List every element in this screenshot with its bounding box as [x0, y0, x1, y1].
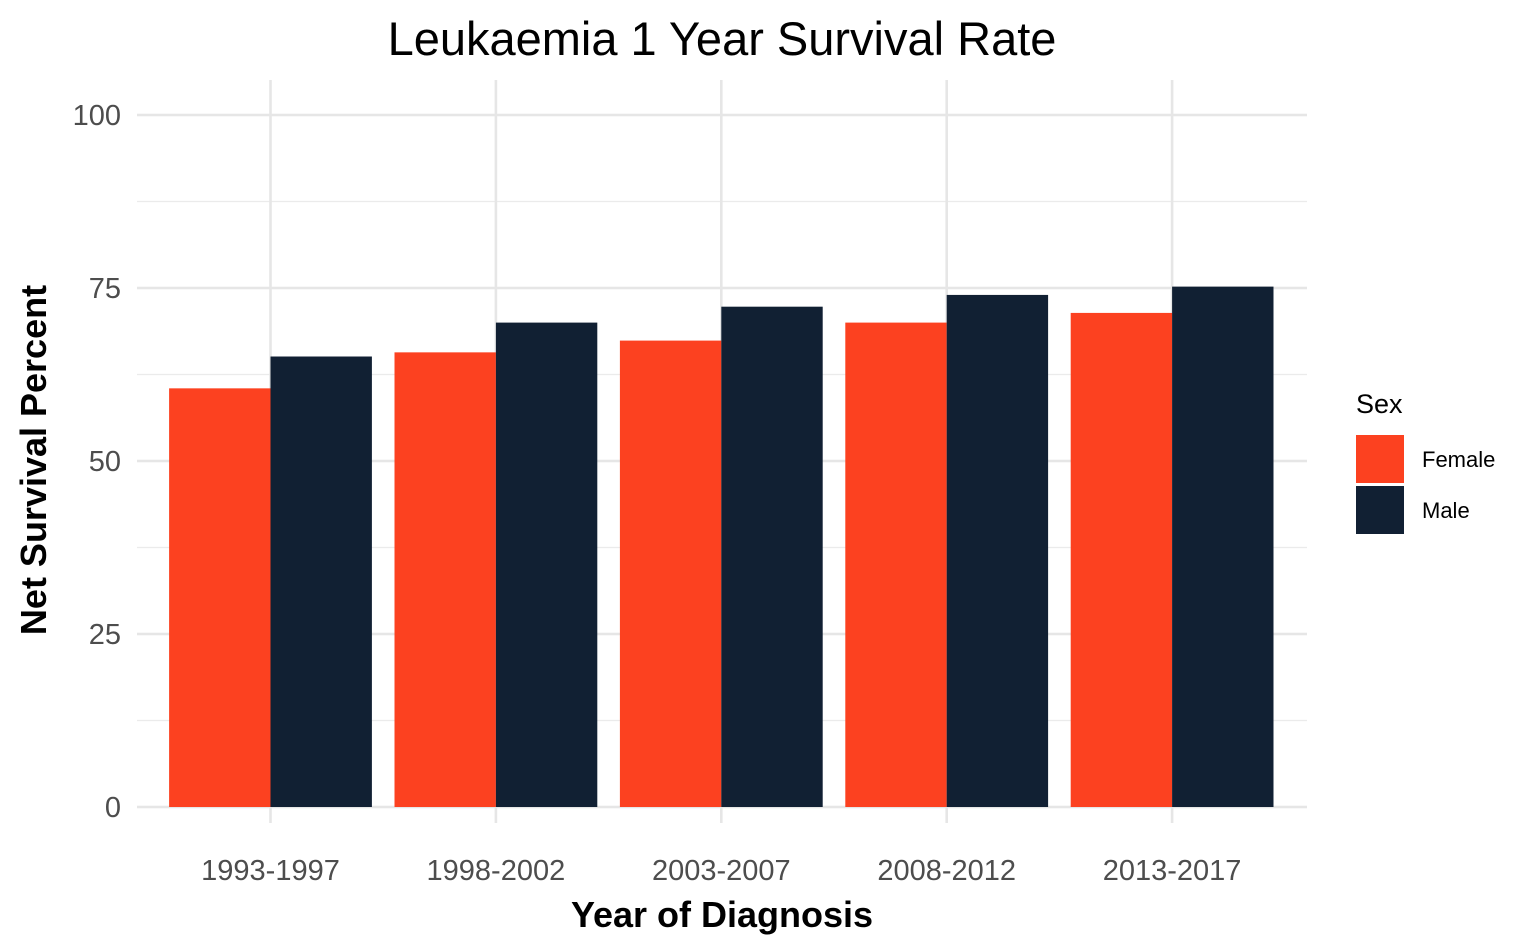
y-tick-label: 25 [89, 619, 121, 651]
x-tick-label: 2008-2012 [877, 855, 1016, 887]
x-tick-label: 2013-2017 [1103, 855, 1242, 887]
bar-male-2003-2007 [721, 306, 823, 807]
legend: Sex Female Male [1356, 389, 1495, 534]
bar-female-2008-2012 [845, 322, 947, 807]
y-tick-label: 0 [105, 792, 121, 824]
bar-female-2013-2017 [1070, 312, 1173, 807]
bar-male-2008-2012 [946, 294, 1049, 807]
y-axis-title: Net Survival Percent [13, 285, 54, 635]
x-tick-label: 2003-2007 [652, 855, 791, 887]
chart-title: Leukaemia 1 Year Survival Rate [388, 12, 1057, 65]
bar-male-2013-2017 [1172, 286, 1274, 808]
legend-label-female: Female [1422, 447, 1495, 472]
bar-female-1993-1997 [169, 388, 271, 807]
y-tick-label: 50 [89, 446, 121, 478]
x-axis-title: Year of Diagnosis [571, 894, 873, 935]
bar-male-1993-1997 [270, 356, 372, 807]
y-tick-label: 100 [73, 100, 121, 132]
x-tick-label: 1993-1997 [201, 855, 340, 887]
legend-key-female [1356, 435, 1404, 483]
legend-key-male [1356, 486, 1404, 534]
x-axis-ticks: 1993-1997 1998-2002 2003-2007 2008-2012 2013… [201, 855, 1241, 887]
legend-label-male: Male [1422, 498, 1470, 523]
bars [169, 286, 1274, 808]
y-axis-ticks: 0 25 50 75 100 [73, 100, 121, 824]
y-tick-label: 75 [89, 273, 121, 305]
bar-male-1998-2002 [495, 322, 598, 807]
legend-title: Sex [1356, 389, 1403, 419]
bar-female-2003-2007 [619, 340, 722, 807]
x-tick-label: 1998-2002 [427, 855, 566, 887]
bar-female-1998-2002 [394, 352, 496, 807]
